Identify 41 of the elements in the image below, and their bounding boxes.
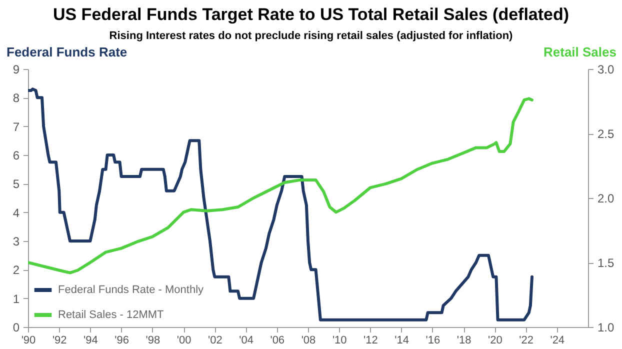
y-tick-label: 7 <box>12 120 20 134</box>
x-tick-label: '00 <box>176 334 192 346</box>
x-tick-label: '94 <box>84 334 98 346</box>
x-tick-label: '12 <box>364 334 378 346</box>
y-tick-label: 6 <box>12 148 20 162</box>
y-tick-label: 3 <box>12 234 20 248</box>
x-tick-label: '90 <box>21 334 36 346</box>
y2-tick-label: 1.0 <box>598 320 615 334</box>
y-tick-label: 1 <box>12 292 20 306</box>
x-tick-label: '24 <box>550 334 565 346</box>
x-tick-label: '16 <box>426 334 440 346</box>
y2-tick-label: 3.0 <box>598 62 615 76</box>
y-tick-label: 8 <box>12 91 20 106</box>
x-tick-label: '02 <box>208 334 222 346</box>
x-tick-label: '04 <box>239 334 254 346</box>
y-tick-label: 5 <box>12 177 20 192</box>
chart-subtitle: Rising Interest rates do not preclude rising retail sales (adjusted for inflation) <box>109 30 514 42</box>
y2-axis-title: Retail Sales <box>544 44 616 60</box>
y2-tick-label: 2.5 <box>598 127 615 141</box>
line-series <box>28 97 534 274</box>
x-tick-label: '08 <box>301 334 316 346</box>
x-tick-label: '98 <box>146 334 160 346</box>
y-tick-label: 4 <box>12 206 20 220</box>
y-axis-title: Federal Funds Rate <box>6 44 128 60</box>
x-tick-label: '18 <box>456 334 472 346</box>
legend-label: Retail Sales - 12MMT <box>58 309 164 321</box>
x-tick-label: '20 <box>488 334 502 346</box>
y-tick-label: 2 <box>12 263 20 278</box>
x-tick-label: '96 <box>114 334 130 346</box>
chart-title: US Federal Funds Target Rate to US Total Retail Sales (deflated) <box>52 5 570 24</box>
x-tick-label: '10 <box>332 334 347 346</box>
x-tick-label: '92 <box>52 334 67 346</box>
y-tick-label: 0 <box>12 320 20 334</box>
x-tick-label: '14 <box>394 334 410 346</box>
x-tick-label: '22 <box>519 334 534 346</box>
x-tick-label: '06 <box>270 334 285 346</box>
y-tick-label: 9 <box>12 62 20 76</box>
y2-tick-label: 2.0 <box>598 192 615 206</box>
legend-label: Federal Funds Rate - Monthly <box>58 284 204 296</box>
line-series <box>28 88 534 322</box>
y2-tick-label: 1.5 <box>598 256 615 270</box>
